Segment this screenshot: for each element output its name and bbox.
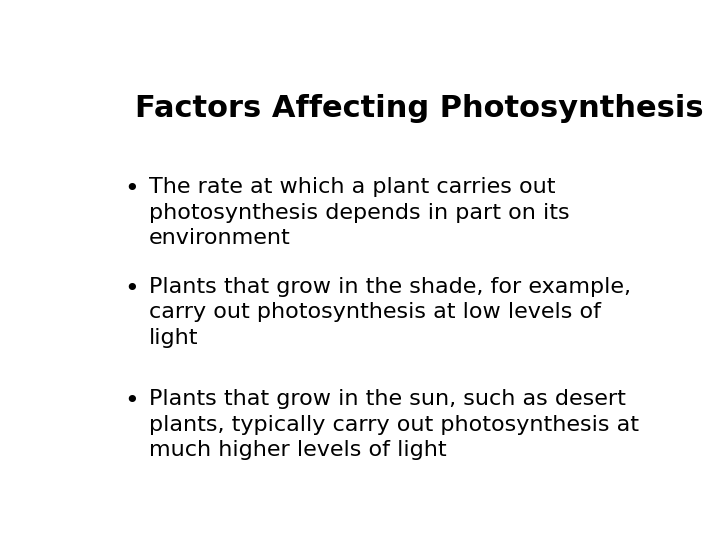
Text: Plants that grow in the sun, such as desert
plants, typically carry out photosyn: Plants that grow in the sun, such as des… <box>148 389 639 460</box>
Text: •: • <box>125 277 139 301</box>
Text: The rate at which a plant carries out
photosynthesis depends in part on its
envi: The rate at which a plant carries out ph… <box>148 177 570 248</box>
Text: •: • <box>125 389 139 413</box>
Text: Plants that grow in the shade, for example,
carry out photosynthesis at low leve: Plants that grow in the shade, for examp… <box>148 277 631 348</box>
Text: •: • <box>125 177 139 201</box>
Text: Factors Affecting Photosynthesis: Factors Affecting Photosynthesis <box>135 94 703 123</box>
